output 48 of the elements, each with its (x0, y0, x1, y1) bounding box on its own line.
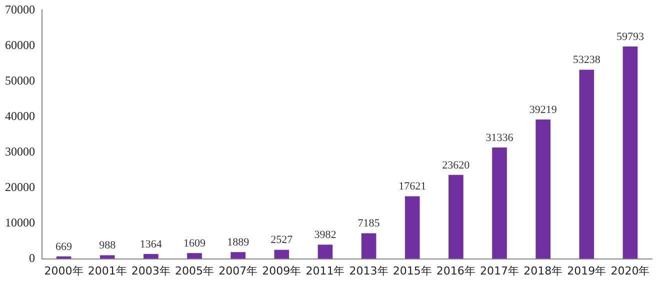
bar (187, 253, 202, 259)
x-tick-label: 2001年 (88, 264, 127, 278)
data-label: 7185 (358, 218, 380, 230)
bar (579, 70, 594, 259)
bar (274, 250, 290, 259)
y-tick-label: 70000 (5, 2, 35, 16)
x-tick-label: 2016年 (436, 264, 476, 278)
y-tick-label: 40000 (5, 108, 35, 123)
data-label: 2527 (270, 234, 294, 246)
y-tick-label: 50000 (5, 73, 35, 88)
y-tick-label: 30000 (5, 144, 35, 158)
x-tick-label: 2019年 (567, 264, 606, 278)
y-tick-label: 0 (29, 250, 35, 265)
x-tick-label: 2020年 (610, 264, 650, 278)
y-tick-label: 20000 (5, 180, 35, 194)
x-tick-label: 2003年 (131, 264, 170, 278)
x-tick-label: 2013年 (349, 264, 388, 278)
bar (318, 244, 333, 259)
data-label: 23620 (442, 159, 470, 172)
x-tick-label: 2015年 (392, 264, 432, 278)
x-tick-label: 2011年 (306, 264, 345, 278)
data-label: 39219 (529, 104, 558, 116)
bar (622, 46, 638, 259)
data-label: 1889 (227, 236, 250, 248)
bar (230, 252, 246, 259)
data-label: 17621 (398, 180, 426, 193)
bar (361, 233, 376, 259)
data-label: 31336 (486, 132, 514, 144)
bar (404, 196, 420, 259)
y-tick-label: 10000 (5, 215, 35, 230)
bar (536, 120, 550, 259)
x-tick-label: 2007年 (218, 264, 258, 278)
data-label: 988 (99, 240, 116, 252)
data-label: 1609 (184, 237, 206, 250)
data-label: 59793 (616, 30, 644, 43)
x-tick-label: 2009年 (262, 264, 302, 278)
bar (448, 174, 464, 259)
data-label: 53238 (572, 54, 601, 66)
data-label: 1364 (140, 238, 162, 250)
data-label: 3982 (314, 229, 336, 242)
data-label: 669 (56, 240, 73, 253)
bar (492, 148, 507, 259)
x-tick-label: 2018年 (524, 264, 563, 278)
y-tick-label: 60000 (5, 38, 35, 52)
bar (144, 254, 158, 259)
x-tick-label: 2000年 (44, 264, 84, 278)
x-tick-label: 2005年 (175, 264, 214, 278)
x-tick-label: 2017年 (480, 264, 519, 278)
